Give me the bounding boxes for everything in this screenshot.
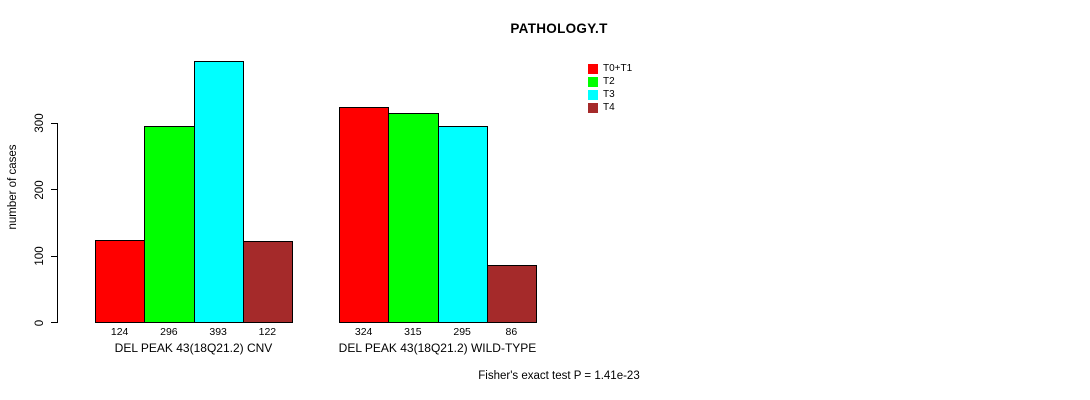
y-axis-label: number of cases bbox=[7, 144, 19, 230]
bar-value-label: 124 bbox=[110, 326, 129, 338]
bar-value-label: 315 bbox=[404, 326, 422, 338]
bar-T2-group1 bbox=[144, 125, 195, 323]
x-category-label: DEL PEAK 43(18Q21.2) WILD-TYPE bbox=[338, 341, 537, 355]
bar-T0+T1-group2 bbox=[339, 107, 390, 323]
y-tick bbox=[51, 322, 57, 323]
bar-value-label: 86 bbox=[505, 326, 518, 338]
bar-T4-group2 bbox=[486, 265, 537, 323]
bar-T2-group2 bbox=[388, 113, 439, 323]
legend-swatch bbox=[588, 90, 598, 100]
bar-value-label: 324 bbox=[354, 326, 373, 338]
y-tick-label: 200 bbox=[34, 179, 46, 200]
legend-swatch bbox=[588, 64, 598, 74]
legend-item: T0+T1 bbox=[588, 64, 632, 74]
legend-label: T0+T1 bbox=[603, 63, 633, 74]
bar-T3-group1 bbox=[193, 61, 244, 323]
y-tick-label: 100 bbox=[34, 246, 46, 266]
legend-label: T3 bbox=[603, 89, 615, 100]
bar-value-label: 393 bbox=[209, 326, 227, 338]
legend-item: T2 bbox=[588, 77, 632, 87]
y-tick bbox=[51, 189, 57, 190]
bar-T4-group1 bbox=[242, 241, 293, 323]
bar-value-label: 295 bbox=[453, 326, 471, 338]
stats-annotation: Fisher's exact test P = 1.41e-23 bbox=[478, 370, 640, 382]
y-tick bbox=[51, 255, 57, 257]
y-axis bbox=[57, 123, 58, 323]
y-tick-label: 0 bbox=[34, 319, 46, 326]
bar-value-label: 296 bbox=[160, 326, 178, 338]
bar-value-label: 122 bbox=[258, 326, 277, 338]
bar-T3-group2 bbox=[437, 126, 488, 323]
legend-swatch bbox=[588, 103, 598, 113]
y-tick-label: 300 bbox=[34, 113, 46, 133]
y-tick bbox=[51, 122, 57, 124]
bar-T0+T1-group1 bbox=[95, 240, 146, 323]
legend-swatch bbox=[588, 77, 598, 87]
legend-item: T4 bbox=[588, 103, 632, 113]
x-category-label: DEL PEAK 43(18Q21.2) CNV bbox=[114, 341, 273, 355]
legend-label: T2 bbox=[603, 76, 615, 87]
chart-title: PATHOLOGY.T bbox=[510, 21, 608, 36]
legend: T0+T1 T2 T3 T4 bbox=[588, 64, 632, 113]
legend-item: T3 bbox=[588, 90, 632, 100]
legend-label: T4 bbox=[603, 102, 615, 113]
